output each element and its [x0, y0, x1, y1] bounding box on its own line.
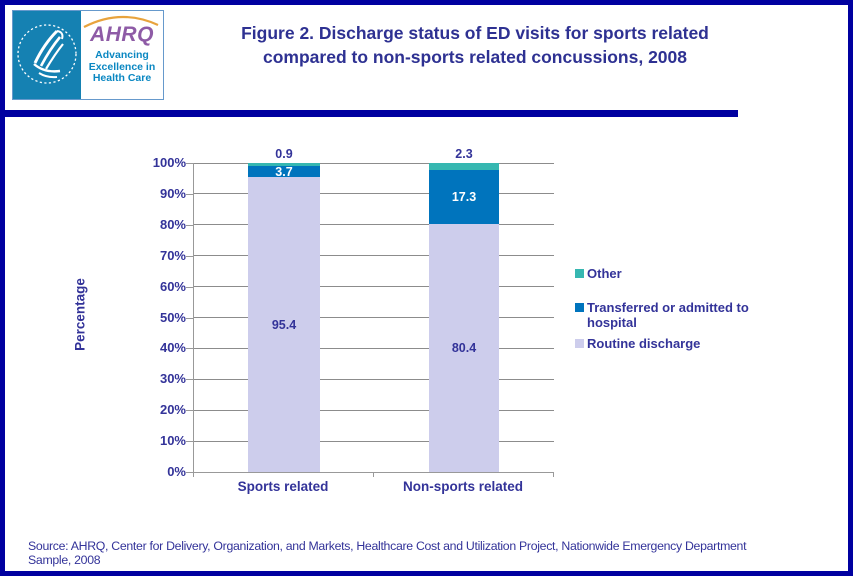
- legend-marker-icon: [575, 302, 584, 312]
- y-tick-label: 90%: [159, 185, 186, 201]
- y-tick-mark: [186, 317, 193, 319]
- ahrq-wordmark: AHRQ: [90, 23, 154, 46]
- y-tick-mark: [186, 193, 193, 195]
- bar-value-label: 95.4: [271, 317, 297, 332]
- bar-segment-other: [429, 163, 499, 171]
- x-axis-category-label: Sports related: [237, 479, 329, 494]
- tagline-line: Health Care: [92, 72, 152, 84]
- bar-segment-routine-discharge: 95.4: [248, 177, 320, 472]
- legend-marker-icon: [575, 269, 584, 278]
- y-tick-mark: [186, 348, 193, 350]
- bar-value-label: 0.9: [275, 147, 293, 161]
- y-tick-label: 40%: [159, 340, 186, 356]
- y-tick-label: 70%: [159, 247, 186, 263]
- figure-title: Figure 2. Discharge status of ED visits …: [170, 21, 780, 69]
- bar-value-label: 17.3: [451, 189, 477, 204]
- y-tick-label: 60%: [159, 278, 186, 294]
- y-tick-mark: [186, 224, 193, 226]
- y-axis-title: Percentage: [72, 278, 88, 351]
- legend-item: Other: [575, 266, 780, 282]
- legend-label: Other: [587, 266, 622, 281]
- y-tick-mark: [186, 441, 193, 443]
- bar-value-label: 3.7: [275, 164, 293, 179]
- ahrq-wordmark-block: AHRQ Advancing Excellence in Health Care: [81, 11, 163, 99]
- source-note: Source: AHRQ, Center for Delivery, Organ…: [28, 539, 747, 567]
- bar-segment-transferred-or-admitted-to-hospital: 17.3: [429, 170, 499, 224]
- gridline: [194, 347, 554, 349]
- tagline-line: Advancing: [95, 49, 149, 61]
- y-tick-mark: [186, 472, 193, 473]
- y-tick-label: 10%: [159, 433, 186, 449]
- y-tick-mark: [186, 379, 193, 381]
- legend-label: Routine discharge: [587, 335, 701, 351]
- legend-item: Transferred or admitted to hospital: [575, 300, 780, 331]
- gridline: [194, 162, 554, 164]
- legend-item: Routine discharge: [575, 336, 780, 352]
- y-tick-label: 0%: [167, 464, 186, 479]
- y-tick-mark: [186, 410, 193, 412]
- x-axis-category-label: Non-sports related: [402, 479, 524, 494]
- gridline: [194, 440, 554, 442]
- y-tick-label: 80%: [159, 216, 186, 232]
- x-tick-mark: [553, 472, 554, 477]
- legend-marker-icon: [575, 338, 584, 348]
- gridline: [194, 378, 554, 380]
- x-tick-mark: [193, 472, 194, 477]
- x-tick-mark: [373, 472, 374, 477]
- gridline: [194, 317, 554, 318]
- ahrq-logo: AHRQ Advancing Excellence in Health Care: [12, 10, 164, 100]
- legend: Other Transferred or admitted to hospital…: [575, 266, 780, 351]
- gridline: [194, 255, 554, 257]
- y-tick-mark: [186, 255, 193, 257]
- figure-title-line2: compared to non-sports related concussio…: [263, 47, 687, 67]
- bar-segment-routine-discharge: 80.4: [429, 223, 499, 472]
- y-tick-mark: [186, 286, 193, 288]
- y-tick-label: 50%: [159, 309, 186, 325]
- ahrq-tagline: Advancing Excellence in Health Care: [81, 49, 163, 85]
- bar-segment-transferred-or-admitted-to-hospital: 3.7: [248, 164, 320, 179]
- y-tick-label: 100%: [152, 155, 186, 170]
- bar-value-label: 80.4: [451, 340, 477, 355]
- figure-title-line1: Figure 2. Discharge status of ED visits …: [241, 23, 709, 43]
- tagline-line: Excellence in: [88, 60, 156, 73]
- y-tick-mark: [186, 163, 193, 164]
- hhs-eagle-icon: [17, 24, 77, 84]
- gridline: [194, 409, 554, 411]
- y-tick-label: 30%: [159, 371, 186, 387]
- legend-label: Transferred or admitted to hospital: [587, 299, 749, 331]
- y-tick-label: 20%: [159, 402, 186, 418]
- gridline: [194, 224, 554, 226]
- header-divider: [5, 110, 738, 117]
- logo-arc-icon: [83, 15, 159, 28]
- bar-segment-other: [248, 163, 320, 166]
- bar-value-label: 2.3: [455, 147, 473, 161]
- hhs-seal: [13, 11, 81, 99]
- gridline: [194, 193, 554, 195]
- plot-area: 95.4 3.7 0.9 80.4 17.3 2.3: [193, 147, 554, 473]
- gridline: [194, 286, 554, 288]
